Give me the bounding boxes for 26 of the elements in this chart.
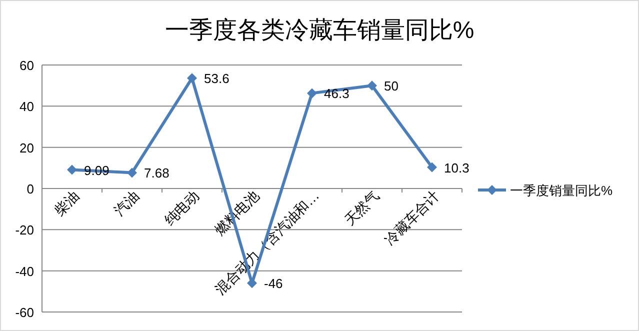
- y-tick-label: 40: [20, 99, 34, 114]
- point: [367, 80, 377, 91]
- y-tick-label: -20: [15, 222, 34, 238]
- data-label: 50: [384, 78, 398, 94]
- y-tick-label: -60: [15, 305, 34, 320]
- data-label: 53.6: [204, 71, 230, 86]
- point: [307, 88, 317, 98]
- point: [427, 162, 437, 172]
- point: [187, 73, 197, 84]
- y-tick-label: 60: [20, 58, 34, 73]
- x-tick-label: 冷藏车合计: [381, 187, 442, 248]
- y-tick-label: -40: [15, 264, 34, 279]
- point: [127, 168, 137, 178]
- y-tick-label: 0: [26, 182, 34, 196]
- x-tick-label: 柴油: [51, 187, 82, 218]
- data-label: -46: [264, 276, 283, 292]
- point: [67, 164, 77, 175]
- data-label: 7.68: [144, 166, 170, 181]
- data-label: 10.3: [444, 160, 470, 176]
- data-label: 46.3: [324, 86, 350, 102]
- y-tick-label: 20: [20, 140, 34, 156]
- legend-label: 一季度销量同比%: [510, 183, 613, 198]
- x-tick-label: 纯电动: [161, 187, 202, 228]
- x-tick-label: 汽油: [111, 187, 142, 218]
- chart-title: 一季度各类冷藏车销量同比%: [164, 17, 474, 44]
- x-tick-label: 天然气: [341, 187, 382, 228]
